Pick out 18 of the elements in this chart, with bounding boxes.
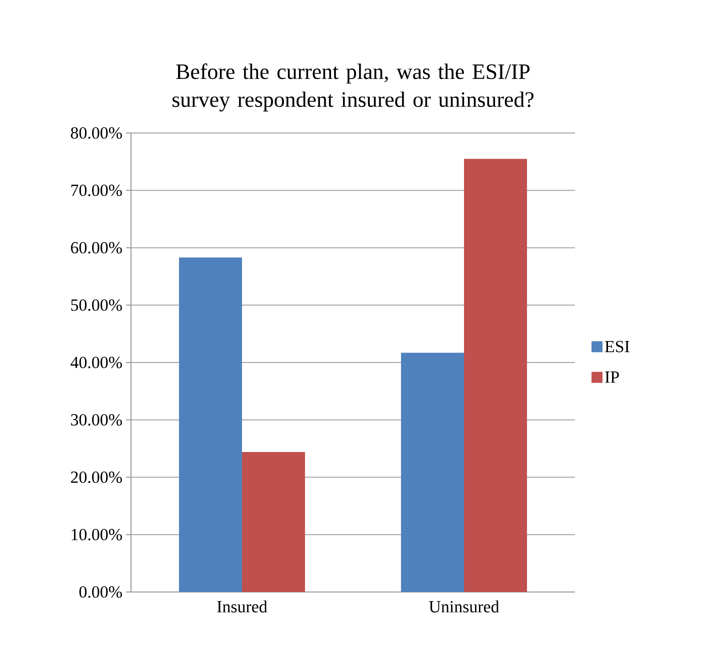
x-tick-label: Insured [217, 600, 268, 612]
y-tick-label: 60.00% [71, 242, 122, 254]
y-tick-label: 30.00% [71, 414, 122, 426]
bar [242, 452, 306, 592]
y-tick-label: 20.00% [71, 471, 122, 483]
y-tick-label: 70.00% [71, 184, 122, 196]
x-tick-label: Uninsured [429, 600, 500, 612]
y-tick-label: 80.00% [70, 127, 122, 139]
bar [464, 158, 528, 592]
chart-title: Before the current plan, was the ESI/IP survey respondent insured or uninsured? [172, 63, 534, 112]
legend-label: IP [605, 372, 619, 383]
bar [179, 258, 242, 592]
y-tick-label: 10.00% [72, 528, 122, 540]
y-tick-label: 0.00% [79, 586, 122, 598]
legend-label: ESI [604, 340, 630, 352]
y-tick-label: 40.00% [70, 356, 122, 368]
bar [401, 352, 464, 592]
y-tick-label: 50.00% [71, 299, 122, 311]
